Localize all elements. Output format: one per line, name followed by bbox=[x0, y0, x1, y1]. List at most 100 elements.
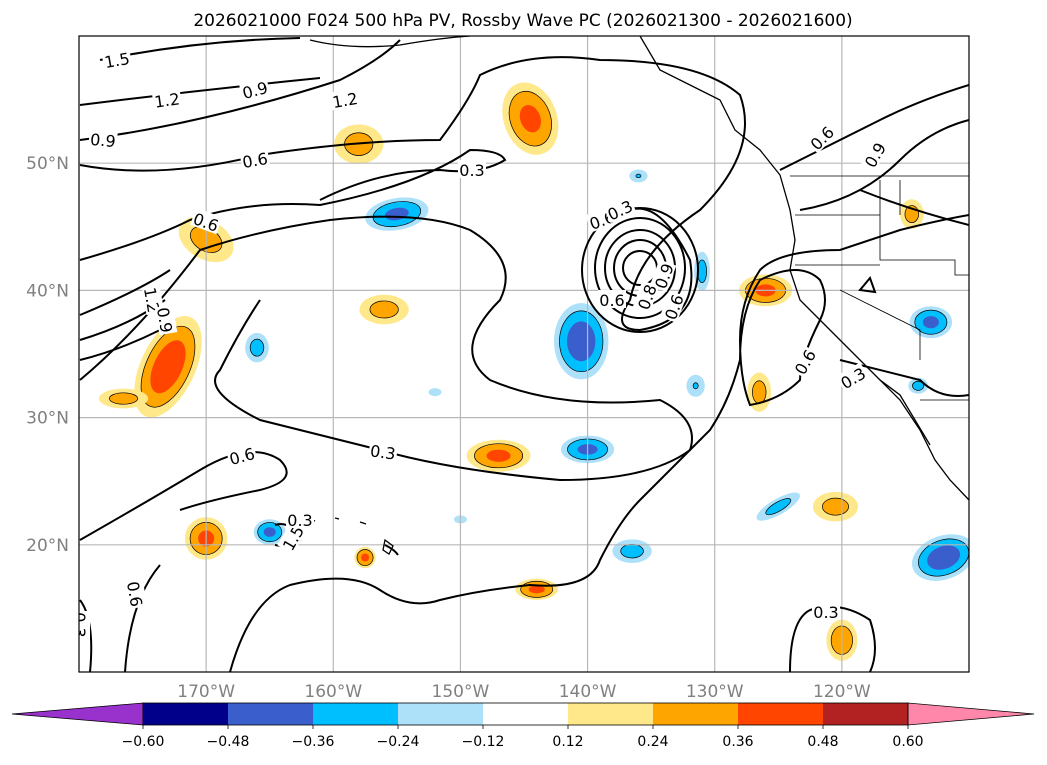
negative-pv-anomaly bbox=[756, 492, 800, 521]
pv-contour-line bbox=[384, 544, 399, 556]
contour-label-bg bbox=[124, 578, 148, 610]
pv-contour-line bbox=[858, 276, 877, 294]
map-frame bbox=[78, 35, 970, 673]
colorbar-tick-label: −0.36 bbox=[292, 734, 335, 750]
hawaii-islands bbox=[311, 517, 394, 555]
contour-label: 1.2 bbox=[331, 89, 359, 112]
gridlines bbox=[79, 36, 969, 672]
positive-pv-anomaly bbox=[98, 388, 149, 409]
map-area: 1.51.2 0.9 1.20.90.6 0.30.60.61.20.90.6 0.30… bbox=[70, 36, 969, 672]
anomaly-fill-level bbox=[249, 338, 265, 357]
contour-label: 1.5 bbox=[103, 49, 131, 72]
colorbar-tick-label: 0.48 bbox=[807, 734, 838, 750]
chart-title: 2026021000 F024 500 hPa PV, Rossby Wave … bbox=[193, 11, 852, 31]
colorbar-tick-label: 0.60 bbox=[892, 734, 923, 750]
positive-pv-anomaly bbox=[747, 372, 772, 412]
contour-label-bg bbox=[805, 121, 838, 154]
colorbar-tick-label: 0.12 bbox=[552, 734, 583, 750]
pv-contour-line bbox=[79, 56, 746, 332]
x-tick-label: 170°W bbox=[177, 682, 235, 702]
colorbar-segment bbox=[313, 703, 398, 725]
positive-pv-anomaly bbox=[812, 491, 859, 522]
contour-label-bg bbox=[329, 87, 361, 111]
colorbar-segments bbox=[11, 702, 1035, 726]
contour-label-bg bbox=[190, 207, 223, 235]
north-america-coastline bbox=[639, 36, 969, 501]
contour-label-bg bbox=[238, 76, 271, 102]
contour-label-bg bbox=[101, 47, 133, 71]
contour-label-bg bbox=[79, 611, 90, 639]
anomaly-fill-level bbox=[765, 498, 792, 516]
contour-label: 0.6 bbox=[241, 149, 269, 172]
contour-label: 0.3 bbox=[70, 612, 89, 637]
pv-contours bbox=[79, 37, 969, 672]
anomaly-fill-level bbox=[519, 105, 541, 133]
contour-label-bg bbox=[835, 362, 870, 392]
negative-pv-anomaly bbox=[553, 303, 609, 380]
colorbar-under-arrow bbox=[11, 702, 144, 726]
x-axis-ticks: 170°W 160°W 150°W 140°W 130°W 120°W bbox=[177, 682, 871, 702]
anomaly-fill-level bbox=[635, 173, 642, 179]
colorbar-tick-label: −0.60 bbox=[122, 734, 165, 750]
contour-label: 0.3 bbox=[369, 441, 397, 463]
y-tick-label: 30°N bbox=[26, 409, 69, 429]
state-borders bbox=[795, 180, 969, 401]
anomaly-fill-level bbox=[369, 300, 399, 319]
contour-label-bg bbox=[649, 259, 677, 292]
y-tick-label: 20°N bbox=[26, 536, 69, 556]
anomaly-fill-level bbox=[361, 553, 370, 562]
y-axis-ticks: 20°N 30°N 40°N 50°N bbox=[26, 154, 69, 556]
alaska-coastline bbox=[309, 36, 471, 48]
anomaly-fill-level bbox=[528, 585, 545, 594]
contour-label: 0.6 bbox=[599, 291, 624, 310]
negative-pv-anomaly bbox=[911, 534, 969, 581]
pv-contour-line bbox=[79, 148, 507, 261]
negative-pv-anomaly bbox=[253, 519, 286, 545]
coastlines bbox=[309, 36, 969, 555]
pv-contour-line bbox=[79, 215, 693, 482]
political-borders bbox=[790, 175, 969, 401]
colorbar-over-arrow bbox=[907, 702, 1035, 726]
colorbar-tick-labels: −0.60 −0.48 −0.36 −0.24 −0.12 0.12 0.24 0.36 0.4… bbox=[122, 725, 924, 750]
pv-contour-line bbox=[79, 77, 321, 106]
colorbar-tick-label: −0.24 bbox=[377, 734, 420, 750]
contour-label: 0.3 bbox=[459, 161, 484, 180]
anomaly-fill-level bbox=[912, 380, 925, 391]
colorbar-segment bbox=[568, 703, 653, 725]
colorbar-segment bbox=[738, 703, 823, 725]
x-tick-label: 140°W bbox=[559, 682, 617, 702]
contour-label-bg bbox=[151, 88, 182, 110]
anomaly-fill-level bbox=[822, 497, 849, 516]
x-tick-label: 130°W bbox=[686, 682, 744, 702]
colorbar-tick-label: 0.36 bbox=[722, 734, 753, 750]
positive-pv-anomaly bbox=[515, 578, 558, 600]
anomaly-fill-level bbox=[566, 321, 596, 362]
contour-label-bg bbox=[458, 160, 486, 178]
anomaly-fill-level bbox=[922, 316, 939, 329]
anomaly-fill-level bbox=[692, 382, 699, 390]
x-tick-label: 120°W bbox=[813, 682, 871, 702]
anomaly-fill-level bbox=[428, 388, 442, 397]
y-tick-label: 50°N bbox=[26, 154, 69, 174]
negative-pv-anomaly bbox=[428, 388, 442, 397]
contour-label-bg bbox=[277, 520, 307, 555]
anomaly-fill-level bbox=[263, 527, 276, 537]
contour-label-bg bbox=[225, 442, 258, 468]
contour-label: 0.6 bbox=[123, 580, 146, 608]
colorbar-segment bbox=[823, 703, 908, 725]
x-tick-label: 160°W bbox=[304, 682, 362, 702]
positive-pv-anomaly bbox=[359, 294, 409, 325]
contour-label-bg bbox=[286, 510, 314, 528]
positive-pv-anomaly bbox=[466, 439, 531, 472]
negative-pv-anomaly bbox=[612, 539, 652, 563]
contour-label-bg bbox=[598, 290, 626, 308]
colorbar-tick-label: −0.12 bbox=[462, 734, 505, 750]
contour-label-bg bbox=[154, 304, 178, 336]
pv-contour-line bbox=[779, 84, 969, 226]
contour-label-bg bbox=[239, 147, 271, 171]
baja-coastline bbox=[879, 379, 931, 446]
positive-pv-anomaly bbox=[502, 82, 559, 155]
contour-label: 0.9 bbox=[153, 306, 176, 334]
pv-contour-line bbox=[79, 451, 288, 541]
anomaly-fill-level bbox=[620, 543, 644, 559]
